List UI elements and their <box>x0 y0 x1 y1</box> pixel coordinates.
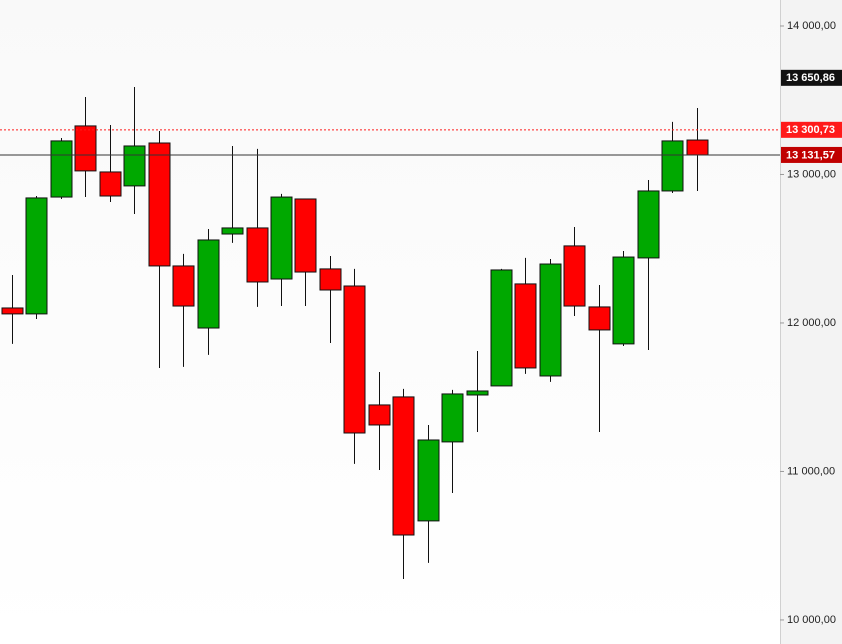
y-tick-label: 10 000,00 <box>787 614 836 626</box>
candle-body <box>319 268 342 291</box>
candle-body <box>417 439 440 522</box>
candle-body <box>270 196 293 280</box>
candle-body <box>25 197 48 315</box>
candle-body <box>490 269 513 387</box>
candle-body <box>294 198 317 273</box>
y-tick-label: 11 000,00 <box>787 465 835 477</box>
y-tick-label: 13 000,00 <box>787 168 836 180</box>
candle-body <box>221 227 244 235</box>
candle-body <box>637 190 660 259</box>
candle-body <box>514 283 537 369</box>
candle-body <box>588 306 611 331</box>
candle-body <box>1 307 24 315</box>
candle-body <box>612 256 635 345</box>
price-label: 13 650,86 <box>786 72 835 84</box>
price-label-box <box>781 146 842 163</box>
candle-body <box>343 285 366 434</box>
candle-body <box>661 140 684 192</box>
y-tick-label: 14 000,00 <box>787 20 836 32</box>
candle-body <box>197 239 220 329</box>
candle-body <box>50 140 73 198</box>
candle-body <box>539 263 562 377</box>
candle-body <box>563 245 586 307</box>
candle-body <box>368 404 391 426</box>
candle-body <box>466 390 489 396</box>
price-label-box <box>781 121 842 138</box>
price-label: 13 131,57 <box>786 149 835 161</box>
plot-area <box>0 0 780 644</box>
candle-body <box>123 145 146 187</box>
candle-body <box>246 227 269 283</box>
candle-body <box>74 125 97 172</box>
candle-body <box>441 393 464 443</box>
candle-body <box>392 396 415 536</box>
price-label-box <box>781 69 842 86</box>
candle-body <box>686 139 709 156</box>
y-tick-label: 12 000,00 <box>787 317 836 329</box>
candle-body <box>99 171 122 197</box>
price-axis <box>780 0 842 644</box>
candle-body <box>148 142 171 267</box>
candle-body <box>172 265 195 307</box>
price-label: 13 300,73 <box>786 124 835 136</box>
